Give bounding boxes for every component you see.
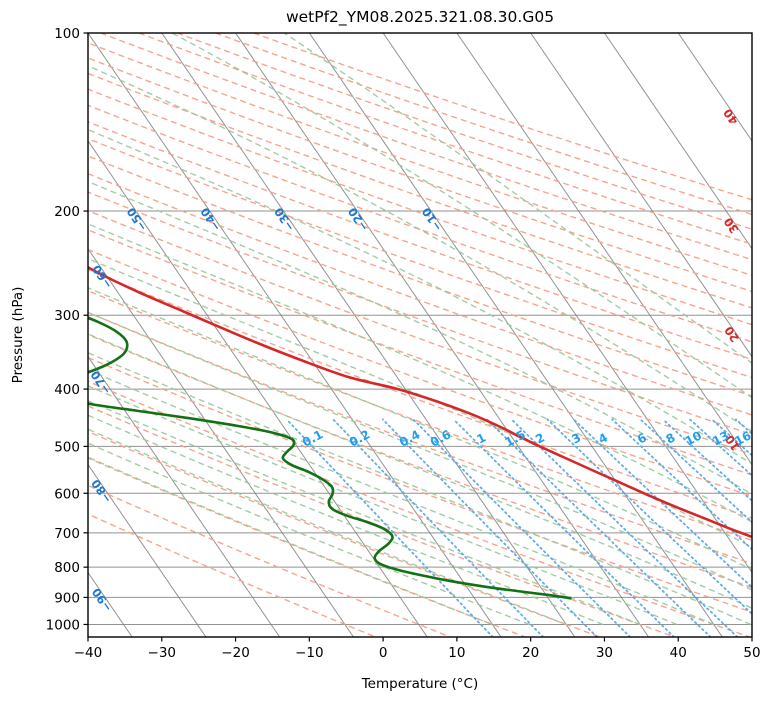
y-tick-label: 300 [54, 308, 80, 324]
y-tick-label: 100 [54, 26, 80, 42]
mixing-ratio-label: 16 [732, 428, 753, 448]
x-tick-label: 40 [670, 645, 687, 661]
x-axis-label: Temperature (°C) [361, 676, 479, 692]
background-grid [88, 33, 752, 637]
page-title: wetPf2_YM08.2025.321.08.30.G05 [286, 8, 554, 27]
y-tick-label: 700 [54, 526, 80, 542]
frame-layer: −40 −30 −20 −10 0 10 20 30 40 50 100 200 300 400 500 60… [46, 26, 761, 661]
x-tick-label: −40 [74, 645, 103, 661]
dewpoint-profile-line [88, 316, 572, 600]
x-tick-label: −20 [221, 645, 250, 661]
x-tick-label: 20 [522, 645, 539, 661]
x-tick-label: −30 [148, 645, 177, 661]
y-axis-label: Pressure (hPa) [10, 287, 26, 384]
y-tick-label: 800 [54, 560, 80, 576]
y-tick-label: 900 [54, 590, 80, 606]
mixing-ratio-label: 13 [710, 428, 731, 448]
x-tick-label: −10 [295, 645, 324, 661]
temperature-profile-line [88, 265, 752, 539]
x-tick-label: 30 [596, 645, 613, 661]
x-tick-label: 50 [743, 645, 760, 661]
x-tick-label: 10 [448, 645, 465, 661]
y-tick-label: 500 [54, 439, 80, 455]
y-tick-label: 600 [54, 486, 80, 502]
x-tick-label: 0 [379, 645, 388, 661]
mixing-ratio-label: 10 [683, 428, 704, 448]
y-tick-label: 200 [54, 204, 80, 220]
y-tick-label: 1000 [46, 617, 80, 633]
plot-lines [88, 265, 752, 600]
y-tick-label: 400 [54, 382, 80, 398]
